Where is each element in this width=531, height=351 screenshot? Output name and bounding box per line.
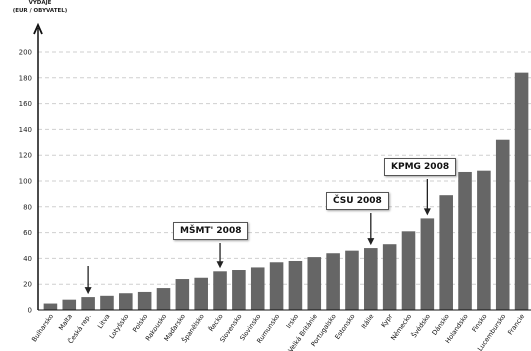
callout-kpmg-2008: KPMG 2008 bbox=[384, 158, 457, 176]
bar bbox=[81, 297, 95, 310]
y-tick-label: 0 bbox=[28, 307, 32, 315]
x-tick-label: Řecko bbox=[206, 312, 224, 333]
bar bbox=[458, 171, 472, 310]
y-tick-label: 100 bbox=[19, 178, 32, 186]
bar bbox=[119, 293, 133, 310]
bar bbox=[43, 303, 58, 310]
y-tick-label: 160 bbox=[19, 100, 32, 108]
y-tick-label: 20 bbox=[23, 281, 32, 289]
x-tick-label: Bulharsko bbox=[30, 313, 55, 344]
x-tick-label: Irsko bbox=[285, 313, 300, 330]
bar bbox=[213, 271, 227, 310]
y-axis-title-line-1: VÝDAJE bbox=[28, 0, 52, 6]
x-tick-label: Kypr bbox=[379, 312, 394, 329]
bar bbox=[269, 262, 284, 310]
bar bbox=[439, 195, 453, 310]
y-tick-label: 40 bbox=[23, 255, 32, 263]
bar bbox=[194, 277, 208, 310]
x-tick-label: Polsko bbox=[131, 313, 149, 334]
annotation-arrow-head bbox=[423, 208, 431, 216]
y-tick-label: 80 bbox=[23, 203, 32, 211]
bar bbox=[62, 299, 77, 310]
bar bbox=[477, 170, 491, 310]
x-tick-label: Finsko bbox=[470, 313, 488, 334]
bar bbox=[175, 279, 190, 310]
y-tick-label: 120 bbox=[19, 152, 32, 160]
x-tick-label: Švédsko bbox=[409, 312, 432, 339]
x-tick-label: Lotyšsko bbox=[108, 313, 131, 341]
y-tick-label: 180 bbox=[19, 74, 32, 82]
y-tick-label: 140 bbox=[19, 126, 32, 134]
x-tick-label: Malta bbox=[57, 313, 74, 332]
y-axis-title-line-2: (EUR / OBYVATEL) bbox=[12, 8, 68, 14]
x-tick-label: Francie bbox=[506, 313, 526, 337]
callout-msmt-2008: MŠMT' 2008 bbox=[173, 222, 249, 240]
bar bbox=[382, 244, 397, 310]
x-tick-label: Itálie bbox=[360, 313, 376, 331]
bar bbox=[288, 260, 303, 310]
bar bbox=[250, 267, 265, 310]
bar bbox=[345, 250, 359, 310]
bar bbox=[495, 139, 510, 310]
x-tick-label: Litva bbox=[96, 313, 112, 331]
y-axis-arrow bbox=[33, 22, 43, 35]
callout-csu-2008: ČSU 2008 bbox=[326, 192, 389, 210]
bar bbox=[156, 288, 171, 310]
annotation-arrow-head bbox=[84, 287, 92, 295]
bar bbox=[137, 291, 152, 310]
bar bbox=[326, 253, 340, 310]
annotation-arrow-head bbox=[216, 261, 224, 269]
y-tick-label: 60 bbox=[23, 229, 32, 237]
bar bbox=[307, 257, 322, 310]
y-tick-label: 200 bbox=[19, 49, 32, 57]
annotation-arrow-head bbox=[367, 238, 375, 246]
bar bbox=[514, 72, 529, 310]
bar bbox=[232, 270, 246, 310]
bar bbox=[364, 248, 378, 310]
bar bbox=[420, 218, 435, 310]
bar bbox=[100, 295, 114, 310]
bar bbox=[401, 231, 416, 310]
